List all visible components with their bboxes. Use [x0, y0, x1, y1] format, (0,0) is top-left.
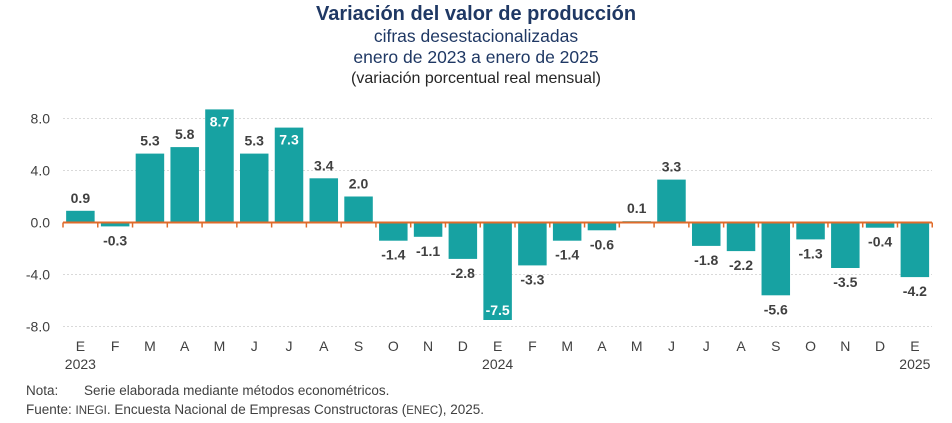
- bar: [100, 222, 130, 227]
- bar: [900, 222, 930, 278]
- x-tick-label: S: [354, 338, 363, 354]
- data-label: 0.9: [71, 190, 91, 206]
- bar: [239, 153, 269, 223]
- chart-title: Variación del valor de producción: [315, 3, 637, 25]
- bar: [587, 222, 617, 231]
- data-label: -0.6: [590, 236, 614, 252]
- bar: [413, 222, 443, 237]
- x-tick-label: O: [805, 338, 816, 354]
- bar: [796, 222, 825, 240]
- bar: [657, 179, 686, 223]
- chart-subtitle-1: cifras desestacionalizadas: [373, 26, 579, 46]
- data-label: -1.4: [555, 247, 579, 263]
- x-tick-label: J: [251, 338, 258, 354]
- data-label: -2.8: [451, 265, 475, 281]
- bar: [691, 222, 721, 246]
- x-tick-label: F: [111, 338, 120, 354]
- source-end: ), 2025.: [438, 402, 484, 417]
- y-tick-label: 0.0: [31, 215, 51, 231]
- note-text: Serie elaborada mediante métodos economé…: [84, 383, 390, 398]
- bar: [170, 147, 199, 223]
- x-tick-label: A: [319, 338, 329, 354]
- data-label: 3.3: [662, 159, 682, 175]
- data-label: 0.1: [627, 200, 647, 216]
- data-label: 5.3: [245, 133, 265, 149]
- bar: [379, 222, 408, 241]
- x-tick-label: S: [771, 338, 780, 354]
- data-label: 8.7: [210, 113, 230, 129]
- bar: [483, 222, 512, 320]
- x-tick-label: E: [76, 338, 85, 354]
- bar: [518, 222, 547, 266]
- data-label: -4.2: [903, 283, 927, 299]
- x-tick-label: D: [875, 338, 885, 354]
- data-label: -1.8: [694, 252, 718, 268]
- x-tick-label: M: [144, 338, 156, 354]
- data-label: 5.3: [140, 133, 160, 149]
- data-label: -3.5: [833, 274, 857, 290]
- data-label: -0.3: [103, 232, 127, 248]
- x-tick-label: N: [840, 338, 850, 354]
- y-tick-label: 4.0: [31, 163, 51, 179]
- data-label: 5.8: [175, 126, 195, 142]
- data-label: -2.2: [729, 257, 753, 273]
- chart-notes: Nota: Serie elaborada mediante métodos ec…: [26, 381, 484, 421]
- data-label: -7.5: [486, 302, 510, 318]
- data-label: -1.3: [798, 245, 822, 261]
- source-enec: ENEC: [406, 405, 439, 417]
- bar: [761, 222, 791, 296]
- bar: [831, 222, 860, 268]
- bar: [309, 178, 339, 223]
- bar: [552, 222, 582, 241]
- data-label: 2.0: [349, 176, 369, 192]
- bar: [274, 127, 304, 223]
- data-label: -1.1: [416, 243, 440, 259]
- year-label: 2024: [482, 356, 513, 372]
- x-tick-label: M: [561, 338, 573, 354]
- note-label: Nota:: [26, 383, 59, 398]
- chart-subtitle-3: (variación porcentual real mensual): [351, 70, 601, 87]
- x-tick-label: J: [286, 338, 293, 354]
- x-tick-label: N: [423, 338, 433, 354]
- x-tick-label: A: [180, 338, 190, 354]
- source-inegi: INEGI: [75, 405, 107, 417]
- bar: [205, 109, 234, 223]
- x-tick-label: M: [631, 338, 643, 354]
- y-tick-label: -4.0: [26, 267, 50, 283]
- bar: [344, 196, 373, 223]
- data-label: -3.3: [520, 271, 544, 287]
- year-label: 2025: [899, 356, 930, 372]
- bar: [865, 222, 895, 228]
- data-label: -0.4: [868, 234, 892, 250]
- data-label: -5.6: [764, 301, 788, 317]
- x-tick-label: E: [493, 338, 502, 354]
- chart-subtitle-2: enero de 2023 a enero de 2025: [353, 47, 599, 67]
- data-label: 3.4: [314, 157, 334, 173]
- bar: [448, 222, 478, 259]
- x-tick-label: A: [597, 338, 607, 354]
- x-tick-label: O: [388, 338, 399, 354]
- x-tick-label: F: [528, 338, 537, 354]
- x-tick-label: E: [910, 338, 919, 354]
- source-mid: . Encuesta Nacional de Empresas Construc…: [106, 402, 407, 417]
- y-tick-label: 8.0: [31, 111, 51, 127]
- bar: [135, 153, 165, 223]
- x-tick-label: A: [736, 338, 746, 354]
- bar: [726, 222, 756, 252]
- data-label: -1.4: [381, 247, 405, 263]
- title-block: Variación del valor de producción cifras…: [0, 2, 952, 89]
- x-tick-label: D: [458, 338, 468, 354]
- x-tick-label: J: [703, 338, 710, 354]
- source-label: Fuente:: [26, 402, 72, 417]
- data-label: 7.3: [279, 132, 299, 148]
- bar: [66, 210, 95, 223]
- x-tick-label: M: [214, 338, 226, 354]
- y-tick-label: -8.0: [26, 319, 50, 335]
- year-label: 2023: [65, 356, 96, 372]
- note-line: Nota: Serie elaborada mediante métodos ec…: [26, 381, 484, 400]
- source-line: Fuente: INEGI. Encuesta Nacional de Empr…: [26, 400, 484, 421]
- x-tick-label: J: [668, 338, 675, 354]
